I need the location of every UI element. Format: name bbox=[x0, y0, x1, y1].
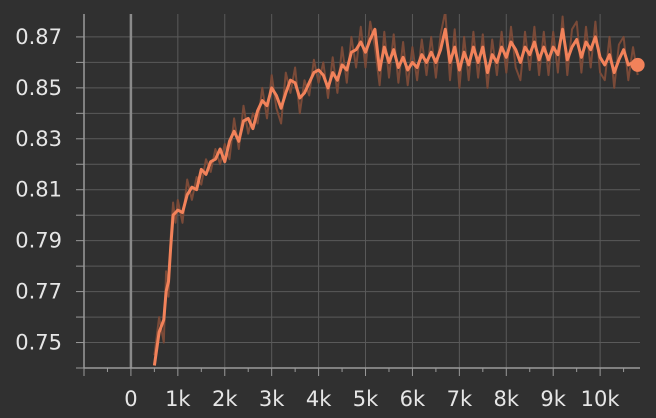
x-tick-label: 0 bbox=[124, 387, 137, 411]
y-tick-label: 0.87 bbox=[15, 25, 62, 49]
smoothed-series-line bbox=[152, 27, 639, 366]
x-tick-label: 7k bbox=[447, 387, 473, 411]
y-tick-label: 0.77 bbox=[15, 280, 62, 304]
smoothed-series-layer bbox=[152, 27, 645, 366]
tick-labels: 0.75 0.77 0.79 0.81 0.83 0.85 0.87 0 1k 2k 3k 4k 5k 6… bbox=[15, 25, 620, 411]
series-end-point bbox=[630, 57, 645, 72]
x-tick-label: 10k bbox=[581, 387, 621, 411]
x-tick-label: 5k bbox=[353, 387, 379, 411]
x-tick-label: 2k bbox=[212, 387, 238, 411]
y-tick-label: 0.83 bbox=[15, 127, 62, 151]
raw-series-layer bbox=[153, 14, 639, 356]
raw-series-line bbox=[153, 14, 639, 356]
y-tick-label: 0.75 bbox=[15, 331, 62, 355]
x-tick-label: 9k bbox=[540, 387, 566, 411]
x-tick-label: 1k bbox=[165, 387, 191, 411]
y-tick-label: 0.79 bbox=[15, 229, 62, 253]
axes bbox=[76, 14, 640, 376]
x-tick-label: 4k bbox=[306, 387, 332, 411]
x-tick-label: 3k bbox=[259, 387, 285, 411]
x-tick-label: 6k bbox=[400, 387, 426, 411]
x-tick-label: 8k bbox=[494, 387, 520, 411]
y-tick-label: 0.85 bbox=[15, 76, 62, 100]
y-tick-label: 0.81 bbox=[15, 178, 62, 202]
